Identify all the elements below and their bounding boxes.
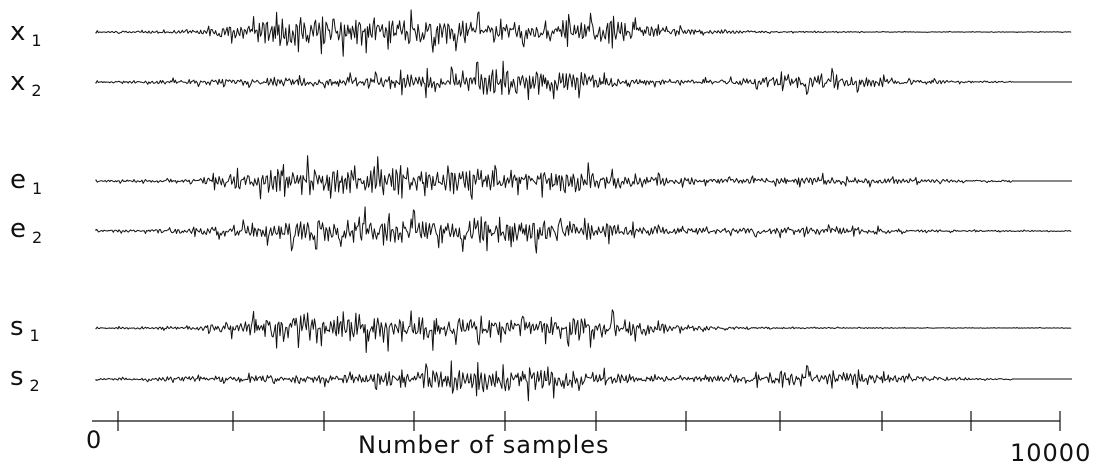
series-line-s1 [95, 309, 1072, 353]
x-tick-label-start: 0 [86, 426, 103, 454]
series-line-x2 [95, 60, 1072, 101]
x-axis-label: Number of samples [358, 431, 610, 459]
series-line-e2 [95, 206, 1072, 254]
x-tick-label-end: 10000 [1010, 439, 1092, 467]
series-line-x1 [95, 9, 1072, 57]
series-line-e1 [95, 155, 1072, 200]
series-line-s2 [95, 360, 1072, 402]
